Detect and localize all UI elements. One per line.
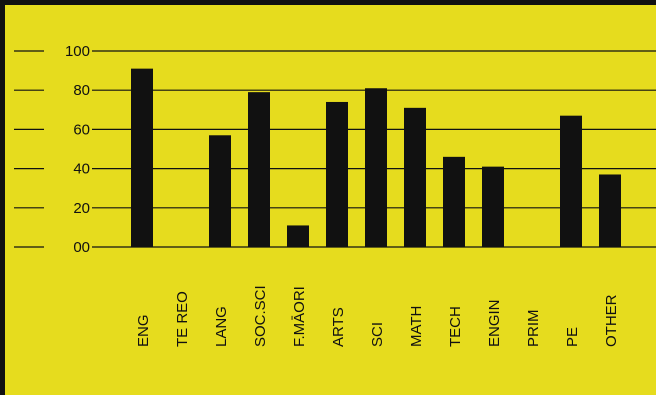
category-label: OTHER (603, 294, 620, 347)
tick-label-backdrop (44, 159, 92, 178)
bar-sci (365, 88, 387, 248)
category-labels: ENG TE REO LANG SOC.SCI F.MĀORI ARTS SCI MATH TE… (135, 285, 620, 347)
y-tick-label: 60 (73, 121, 90, 138)
y-tick-label: 40 (73, 161, 90, 178)
tick-label-backdrop (44, 120, 92, 139)
category-label: TE REO (174, 291, 191, 347)
category-label: PE (564, 327, 581, 347)
bar-other (599, 174, 621, 247)
bar-lang (209, 135, 231, 247)
bar-math (404, 107, 426, 247)
tick-label-backdrop (44, 238, 92, 256)
category-label: ENG (135, 314, 152, 347)
category-label: F.MĀORI (291, 286, 308, 347)
tick-label-backdrop (44, 42, 92, 60)
category-label: ENGIN (486, 299, 503, 347)
y-tick-labels: 00 20 40 60 80 100 (44, 42, 92, 256)
bar-pe (560, 115, 582, 248)
bars (131, 68, 621, 248)
bar-soc-sci (248, 92, 270, 247)
tick-label-backdrop (44, 81, 92, 100)
bar-arts (326, 101, 348, 248)
tick-label-backdrop (44, 198, 92, 217)
bar-f-māori (287, 225, 309, 247)
y-tick-label: 80 (73, 82, 90, 99)
category-label: TECH (447, 306, 464, 347)
y-tick-label: 00 (73, 239, 90, 256)
category-label: PRIM (525, 310, 542, 348)
bar-tech (443, 156, 465, 247)
bar-engin (482, 166, 504, 247)
y-tick-label: 20 (73, 200, 90, 217)
category-label: LANG (213, 306, 230, 347)
category-label: SOC.SCI (252, 285, 269, 347)
bar-eng (131, 68, 153, 247)
y-tick-label: 100 (65, 43, 90, 60)
category-label: SCI (369, 322, 386, 347)
category-label: MATH (408, 306, 425, 347)
category-label: ARTS (330, 307, 347, 347)
